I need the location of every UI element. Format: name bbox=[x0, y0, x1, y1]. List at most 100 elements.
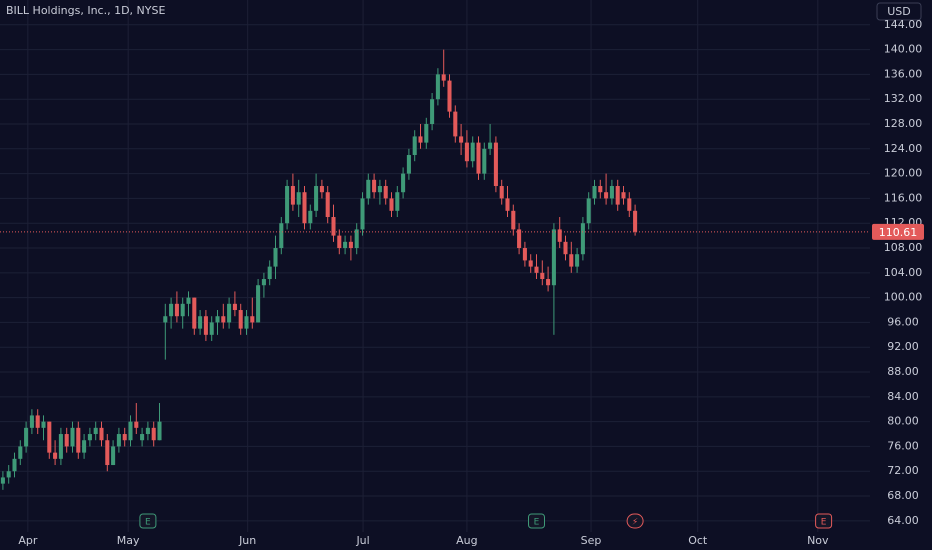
y-tick-label: 100.00 bbox=[884, 291, 923, 304]
candle-body bbox=[186, 297, 191, 304]
candle-body bbox=[116, 434, 121, 447]
candle-body bbox=[35, 415, 40, 428]
candle-body bbox=[563, 241, 568, 255]
candle-body bbox=[163, 316, 168, 323]
x-tick-label: Nov bbox=[807, 534, 829, 547]
candle-body bbox=[424, 124, 429, 143]
candle-body bbox=[343, 241, 348, 249]
candle-body bbox=[0, 477, 5, 484]
y-tick-label: 80.00 bbox=[887, 415, 919, 428]
y-tick-label: 76.00 bbox=[887, 439, 919, 452]
candle-body bbox=[493, 142, 498, 187]
candle-body bbox=[24, 427, 29, 447]
candles bbox=[0, 49, 638, 490]
grid bbox=[0, 0, 870, 532]
y-tick-label: 64.00 bbox=[887, 514, 919, 527]
x-tick-label: Jun bbox=[238, 534, 256, 547]
x-tick-label: Oct bbox=[688, 534, 708, 547]
last-price-label: 110.61 bbox=[879, 226, 918, 239]
candle-body bbox=[174, 303, 179, 317]
candle-body bbox=[6, 471, 11, 478]
candle-body bbox=[261, 279, 266, 286]
candle-body bbox=[314, 186, 319, 211]
candle-body bbox=[308, 210, 313, 224]
y-tick-label: 88.00 bbox=[887, 365, 919, 378]
candle-body bbox=[238, 310, 243, 329]
candle-body bbox=[348, 241, 353, 249]
candle-body bbox=[609, 186, 614, 199]
y-tick-label: 68.00 bbox=[887, 489, 919, 502]
y-tick-label: 136.00 bbox=[884, 67, 923, 80]
event-label: ⚡ bbox=[632, 518, 638, 528]
candle-body bbox=[517, 229, 522, 249]
y-tick-label: 132.00 bbox=[884, 92, 923, 105]
candle-body bbox=[395, 192, 400, 211]
candle-body bbox=[534, 266, 539, 273]
candle-body bbox=[70, 427, 75, 447]
x-tick-label: Apr bbox=[18, 534, 38, 547]
candle-body bbox=[592, 186, 597, 199]
candle-body bbox=[279, 223, 284, 249]
y-tick-label: 124.00 bbox=[884, 142, 923, 155]
candle-body bbox=[337, 235, 342, 249]
candle-body bbox=[389, 198, 394, 211]
candle-body bbox=[140, 434, 145, 441]
y-tick-label: 144.00 bbox=[884, 18, 923, 31]
candle-body bbox=[598, 186, 603, 193]
candle-body bbox=[87, 434, 92, 441]
candle-body bbox=[453, 111, 458, 137]
candle-body bbox=[111, 446, 116, 466]
candle-body bbox=[105, 440, 110, 466]
event-label: E bbox=[821, 518, 827, 528]
candle-body bbox=[604, 192, 609, 199]
y-tick-label: 96.00 bbox=[887, 315, 919, 328]
x-tick-label: May bbox=[117, 534, 140, 547]
candle-body bbox=[412, 136, 417, 156]
candle-body bbox=[134, 421, 139, 428]
candle-body bbox=[198, 316, 203, 329]
candle-body bbox=[540, 272, 545, 280]
candle-body bbox=[441, 74, 446, 81]
y-tick-label: 108.00 bbox=[884, 241, 923, 254]
x-tick-label: Aug bbox=[456, 534, 477, 547]
candle-body bbox=[76, 427, 81, 453]
candle-body bbox=[476, 142, 481, 174]
candle-body bbox=[459, 136, 464, 143]
candle-body bbox=[53, 452, 58, 459]
candle-body bbox=[41, 421, 46, 428]
candle-body bbox=[488, 142, 493, 149]
currency[interactable]: USD bbox=[887, 5, 911, 18]
candle-body bbox=[580, 223, 585, 255]
y-tick-label: 92.00 bbox=[887, 340, 919, 353]
candle-body bbox=[93, 427, 98, 435]
event-marker bbox=[815, 513, 833, 529]
candle-body bbox=[12, 458, 17, 472]
currency-box[interactable] bbox=[876, 2, 922, 21]
candle-body bbox=[447, 80, 452, 112]
chart-title: BILL Holdings, Inc., 1D, NYSE bbox=[6, 4, 165, 17]
candle-body bbox=[215, 316, 220, 323]
candle-body bbox=[633, 210, 638, 232]
event-label: E bbox=[534, 518, 540, 528]
candle-body bbox=[354, 229, 359, 249]
y-tick-label: 84.00 bbox=[887, 390, 919, 403]
candle-body bbox=[151, 427, 156, 441]
candle-body bbox=[82, 440, 87, 453]
candle-body bbox=[575, 254, 580, 267]
candle-body bbox=[325, 192, 330, 218]
x-tick-label: Jul bbox=[355, 534, 369, 547]
candle-body bbox=[569, 254, 574, 267]
last-price-tag bbox=[872, 223, 924, 240]
candle-body bbox=[180, 303, 185, 317]
candle-body bbox=[267, 266, 272, 280]
candle-body bbox=[296, 192, 301, 205]
candle-body bbox=[482, 148, 487, 174]
candle-body bbox=[256, 285, 261, 323]
candle-body bbox=[169, 303, 174, 317]
event-marker bbox=[626, 513, 644, 529]
candle-body bbox=[464, 142, 469, 162]
y-tick-label: 72.00 bbox=[887, 464, 919, 477]
candle-body bbox=[406, 155, 411, 174]
